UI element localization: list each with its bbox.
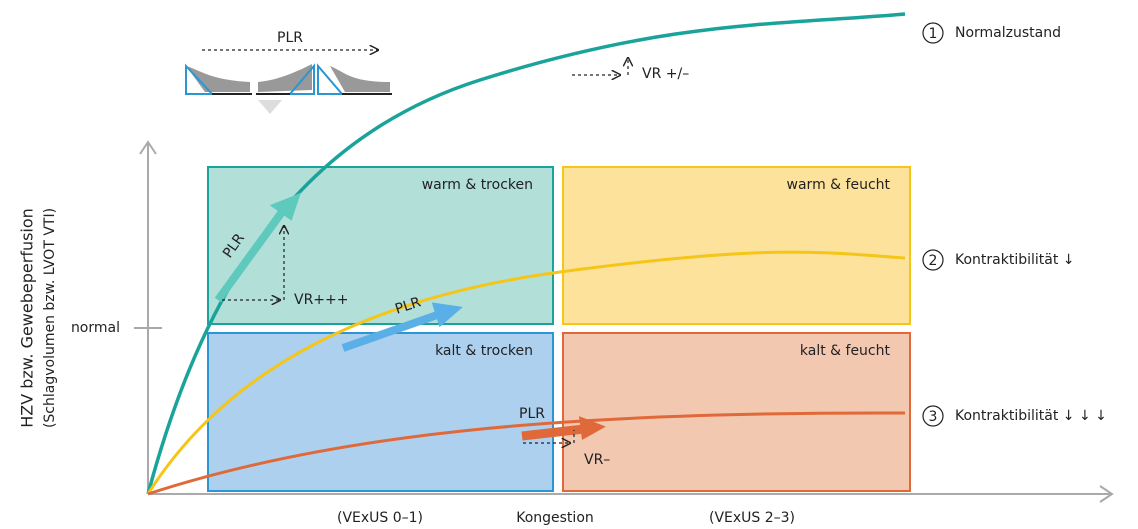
legend-label: Kontraktibilität ↓ ↓ ↓ xyxy=(955,408,1107,424)
quadrant-label: kalt & trocken xyxy=(435,343,533,359)
plr-illustration xyxy=(186,64,392,114)
quadrant-label: kalt & feucht xyxy=(800,343,891,359)
legend-label: Kontraktibilität ↓ xyxy=(955,252,1075,268)
legend-number: 2 xyxy=(929,253,938,269)
y-axis-sublabel: (Schlagvolumen bzw. LVOT VTI) xyxy=(42,208,58,428)
legend: 1 Normalzustand 2 Kontraktibilität ↓ 3 K… xyxy=(923,23,1107,426)
x-label: Kongestion xyxy=(516,510,594,526)
legend-number: 1 xyxy=(929,26,938,42)
y-tick-label: normal xyxy=(71,320,120,336)
quadrant-label: warm & feucht xyxy=(787,177,891,193)
legend-label: Normalzustand xyxy=(955,25,1061,41)
quadrant-label: warm & trocken xyxy=(422,177,533,193)
vr-label: VR+++ xyxy=(294,292,349,308)
legend-number: 3 xyxy=(929,409,938,425)
vr-label: VR– xyxy=(584,452,610,468)
x-label: (VExUS 2–3) xyxy=(709,510,795,526)
plr-label: PLR xyxy=(277,30,303,46)
vr-label: VR +/– xyxy=(642,66,689,82)
y-axis-label: HZV bzw. Gewebeperfusion xyxy=(18,208,37,428)
plr-label: PLR xyxy=(519,406,545,422)
x-label: (VExUS 0–1) xyxy=(337,510,423,526)
diagram: warm & trocken warm & feucht kalt & troc… xyxy=(0,0,1138,529)
